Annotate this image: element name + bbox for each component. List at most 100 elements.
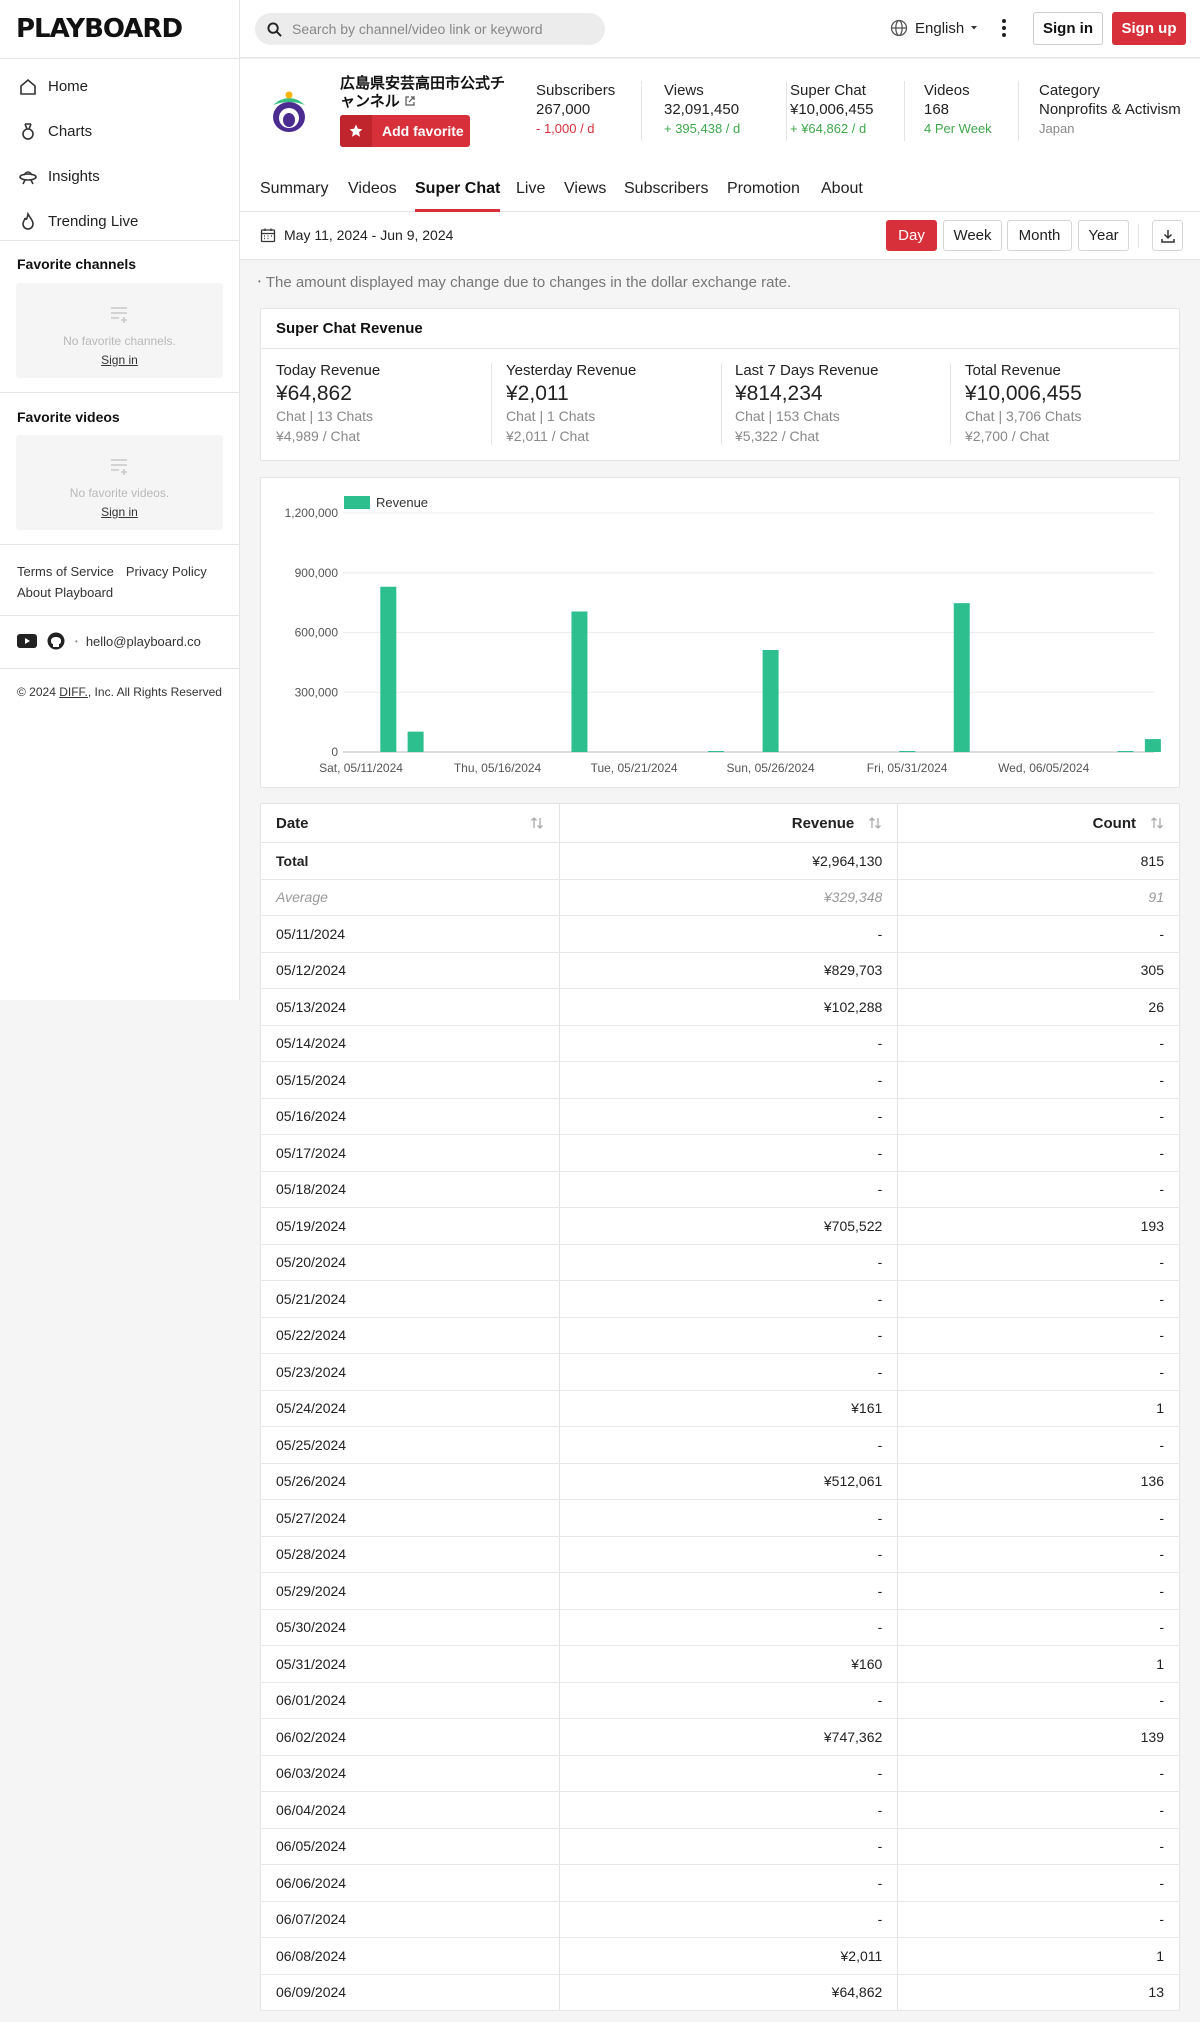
privacy-link[interactable]: Privacy Policy: [125, 564, 207, 579]
search-input[interactable]: [292, 21, 592, 37]
sidebar-item-charts[interactable]: Charts: [0, 109, 239, 154]
sort-icon[interactable]: [1150, 816, 1164, 830]
add-favorite-button[interactable]: Add favorite: [340, 115, 470, 147]
language-selector[interactable]: English: [890, 19, 986, 37]
sign-in-link[interactable]: Sign in: [101, 353, 138, 367]
divider: [491, 363, 492, 445]
app-logo[interactable]: PLAYBOARD: [16, 14, 183, 44]
revenue-bar-chart: Revenue 0 300,000 600,000 900,000 1,200,000 Sa…: [285, 495, 1161, 775]
date-range-picker[interactable]: May 11, 2024 - Jun 9, 2024: [260, 227, 453, 243]
table-cell: 05/17/2024: [260, 1134, 560, 1172]
tab-subscribers[interactable]: Subscribers: [624, 180, 709, 197]
header-label: Count: [1092, 814, 1136, 832]
terms-link[interactable]: Terms of Service: [17, 564, 114, 579]
table-cell: -: [558, 1791, 898, 1829]
table-cell: -: [897, 1682, 1180, 1719]
table-row: 06/05/2024- -: [260, 1828, 1180, 1865]
stat-value: 267,000: [536, 101, 591, 118]
divider: [721, 363, 722, 445]
table-cell: 05/12/2024: [260, 952, 560, 989]
table-row: 05/31/2024 ¥160 1: [260, 1645, 1180, 1683]
table-cell: 815: [897, 842, 1180, 880]
table-cell: 05/14/2024: [260, 1025, 560, 1062]
revenue-table: Date Revenue Count Total ¥2,964,130 815 …: [260, 803, 1180, 2011]
column-header-revenue[interactable]: Revenue: [558, 803, 898, 843]
bar-05-31[interactable]: [899, 751, 916, 752]
sign-up-button[interactable]: Sign up: [1112, 12, 1186, 45]
copyright: © 2024 DIFF., Inc. All Rights Reserved: [17, 685, 222, 699]
download-button[interactable]: [1152, 220, 1183, 251]
table-row: 05/20/2024- -: [260, 1244, 1180, 1281]
table-row: 05/14/2024- -: [260, 1025, 1180, 1062]
favorite-channels-empty: No favorite channels. Sign in: [16, 283, 223, 378]
tab-summary[interactable]: Summary: [260, 180, 329, 197]
company-link[interactable]: DIFF.: [59, 685, 88, 699]
table-cell: ¥512,061: [558, 1463, 898, 1500]
sort-icon[interactable]: [868, 816, 882, 830]
divider: [904, 81, 905, 141]
table-cell: -: [897, 1791, 1180, 1829]
about-link[interactable]: About Playboard: [17, 585, 114, 600]
table-cell: -: [897, 1864, 1180, 1902]
divider: [1138, 224, 1139, 248]
table-cell: 05/28/2024: [260, 1536, 560, 1573]
stat-delta: + 395,438 / d: [664, 121, 741, 136]
period-month-button[interactable]: Month: [1007, 220, 1072, 251]
favorite-channels-heading: Favorite channels: [17, 256, 137, 272]
table-cell: 06/09/2024: [260, 1974, 560, 2011]
table-row: 06/06/2024- -: [260, 1864, 1180, 1902]
contact-email[interactable]: hello@playboard.co: [85, 633, 201, 649]
y-tick-label: 600,000: [295, 626, 339, 640]
sidebar-item-trending-live[interactable]: Trending Live: [0, 199, 239, 244]
column-header-date[interactable]: Date: [260, 803, 560, 843]
bar-05-12[interactable]: [380, 586, 397, 752]
table-cell: ¥2,964,130: [558, 842, 898, 880]
sign-in-button[interactable]: Sign in: [1033, 12, 1103, 45]
bar-06-09[interactable]: [1144, 739, 1161, 752]
revenue-label: Last 7 Days Revenue: [735, 362, 879, 379]
table-row: 05/27/2024- -: [260, 1499, 1180, 1537]
table-cell: -: [897, 1317, 1180, 1354]
table-cell: 06/08/2024: [260, 1937, 560, 1975]
stat-value: 32,091,450: [664, 101, 740, 118]
sidebar-item-label: Home: [48, 78, 89, 95]
sidebar-item-insights[interactable]: Insights: [0, 154, 239, 199]
sort-icon[interactable]: [530, 816, 544, 830]
period-day-button[interactable]: Day: [886, 220, 937, 251]
tab-promotion[interactable]: Promotion: [727, 180, 800, 197]
x-tick-label: Fri, 05/31/2024: [867, 761, 948, 775]
more-options-icon[interactable]: [1001, 18, 1007, 38]
channel-avatar[interactable]: [265, 87, 313, 135]
search-bar[interactable]: [255, 13, 605, 45]
tab-about[interactable]: About: [821, 180, 863, 197]
y-tick-label: 900,000: [295, 566, 339, 580]
period-week-button[interactable]: Week: [943, 220, 1002, 251]
bar-05-26[interactable]: [762, 650, 779, 752]
sidebar-item-home[interactable]: Home: [0, 64, 239, 109]
legend-swatch[interactable]: [344, 496, 370, 509]
table-cell: 05/27/2024: [260, 1499, 560, 1537]
external-link-icon[interactable]: [404, 95, 416, 107]
bar-06-02[interactable]: [953, 603, 970, 752]
period-year-button[interactable]: Year: [1078, 220, 1129, 251]
bar-05-24[interactable]: [707, 751, 724, 752]
tab-views[interactable]: Views: [564, 180, 607, 197]
tab-videos[interactable]: Videos: [348, 180, 397, 197]
legend-label: Revenue: [376, 495, 428, 510]
tab-super-chat[interactable]: Super Chat: [415, 180, 501, 212]
channel-name: 広島県安芸高田市公式チャンネル: [340, 75, 515, 111]
table-cell: -: [558, 1864, 898, 1902]
tab-live[interactable]: Live: [516, 180, 546, 197]
youtube-icon[interactable]: [17, 634, 37, 648]
github-icon[interactable]: [47, 632, 65, 650]
sign-in-link[interactable]: Sign in: [101, 505, 138, 519]
bar-06-08[interactable]: [1117, 751, 1134, 752]
stat-delta: 4 Per Week: [924, 121, 992, 136]
bar-05-13[interactable]: [407, 731, 424, 752]
divider: [641, 81, 642, 141]
download-icon: [1160, 229, 1175, 243]
today-revenue: Today Revenue ¥64,862 Chat | 13 Chats ¥4…: [276, 361, 486, 446]
bar-05-19[interactable]: [571, 611, 588, 752]
column-header-count[interactable]: Count: [897, 803, 1180, 843]
table-cell: 05/24/2024: [260, 1390, 560, 1427]
